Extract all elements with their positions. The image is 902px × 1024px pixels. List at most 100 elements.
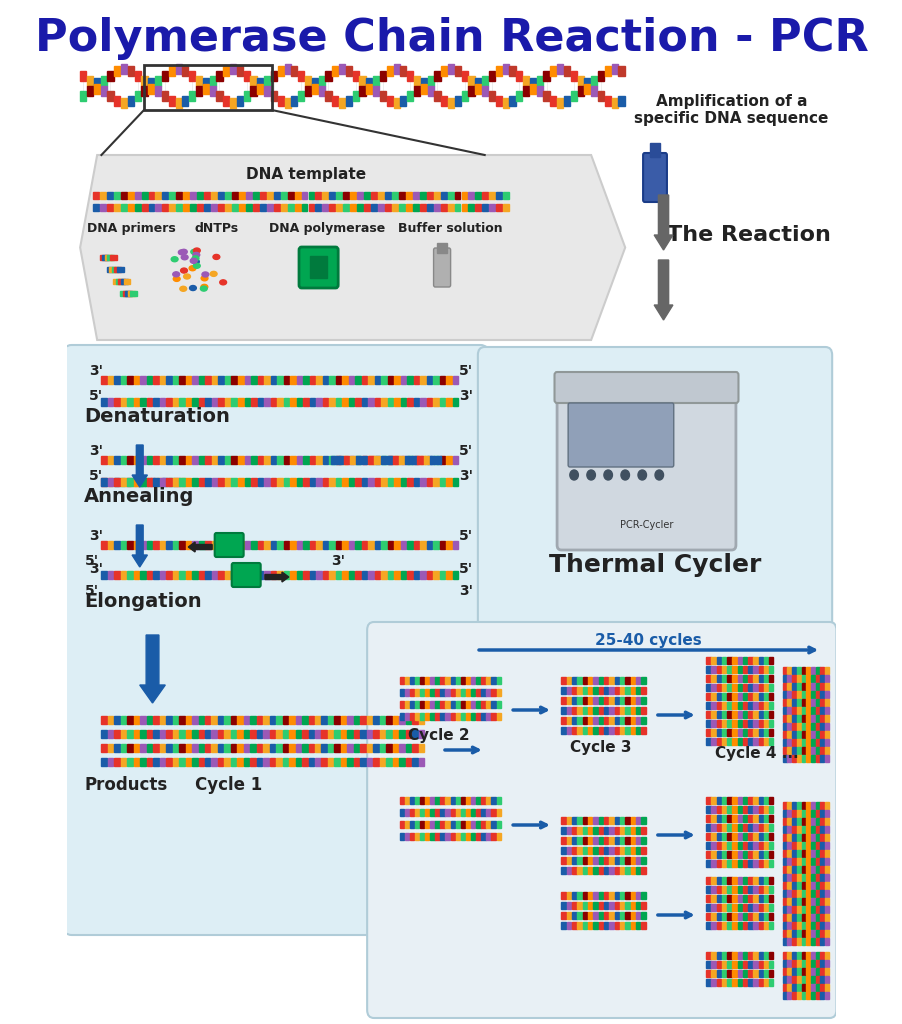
Bar: [824, 715, 828, 722]
Bar: [763, 859, 768, 866]
Bar: [635, 911, 640, 919]
Bar: [796, 890, 800, 896]
Bar: [94, 84, 100, 94]
Bar: [561, 677, 566, 683]
Bar: [566, 901, 571, 908]
FancyArrow shape: [264, 572, 289, 582]
Bar: [593, 816, 597, 823]
Bar: [110, 255, 116, 260]
Bar: [571, 677, 575, 683]
Bar: [114, 96, 120, 105]
Bar: [758, 711, 762, 718]
Bar: [815, 857, 819, 864]
Bar: [321, 758, 327, 766]
Bar: [810, 723, 814, 729]
Bar: [166, 716, 171, 724]
Bar: [142, 86, 147, 96]
Bar: [619, 856, 623, 863]
Bar: [587, 816, 592, 823]
Bar: [721, 814, 725, 821]
Bar: [763, 737, 768, 744]
Bar: [318, 86, 325, 96]
Bar: [635, 892, 640, 898]
Bar: [758, 675, 762, 682]
Bar: [244, 730, 249, 738]
Bar: [732, 711, 736, 718]
Bar: [805, 723, 809, 729]
Bar: [747, 877, 751, 884]
Bar: [391, 191, 398, 199]
Circle shape: [586, 470, 594, 480]
Bar: [763, 903, 768, 910]
Bar: [758, 895, 762, 901]
Bar: [263, 716, 269, 724]
Bar: [155, 76, 161, 86]
Bar: [454, 191, 460, 199]
Bar: [721, 833, 725, 840]
Bar: [192, 744, 198, 752]
Bar: [732, 823, 736, 830]
Bar: [752, 814, 757, 821]
Bar: [705, 683, 710, 690]
Bar: [185, 716, 191, 724]
Bar: [609, 866, 613, 873]
Bar: [716, 877, 721, 884]
Bar: [635, 856, 640, 863]
Bar: [796, 897, 800, 904]
Bar: [787, 707, 790, 714]
Bar: [591, 86, 596, 96]
Bar: [801, 698, 805, 706]
Bar: [763, 842, 768, 849]
Bar: [100, 86, 106, 96]
Bar: [305, 86, 311, 96]
Bar: [419, 478, 425, 486]
Bar: [169, 96, 175, 105]
Bar: [271, 376, 276, 384]
Bar: [410, 688, 414, 695]
Bar: [726, 692, 731, 699]
Bar: [721, 683, 725, 690]
Bar: [380, 716, 385, 724]
Bar: [411, 730, 417, 738]
Bar: [419, 541, 425, 549]
Bar: [614, 911, 619, 919]
Bar: [763, 895, 768, 901]
Bar: [419, 677, 424, 683]
Bar: [244, 758, 249, 766]
Bar: [371, 191, 377, 199]
Bar: [225, 376, 230, 384]
Bar: [824, 802, 828, 809]
Bar: [782, 817, 786, 824]
Bar: [392, 716, 398, 724]
Bar: [603, 726, 608, 733]
Bar: [742, 666, 747, 673]
Bar: [308, 758, 314, 766]
Bar: [711, 895, 715, 901]
Bar: [486, 833, 490, 840]
Bar: [810, 675, 814, 682]
Bar: [244, 71, 250, 81]
Bar: [742, 961, 747, 968]
Bar: [576, 866, 581, 873]
Bar: [593, 922, 597, 929]
Bar: [716, 656, 721, 664]
Bar: [284, 98, 290, 108]
Bar: [737, 711, 741, 718]
Bar: [782, 683, 786, 689]
Bar: [705, 895, 710, 901]
Bar: [414, 713, 419, 720]
Ellipse shape: [180, 249, 187, 254]
Bar: [475, 700, 480, 708]
Bar: [419, 688, 424, 695]
Bar: [791, 746, 796, 754]
Bar: [114, 67, 120, 76]
Bar: [380, 758, 385, 766]
Bar: [186, 478, 191, 486]
Bar: [805, 873, 809, 881]
Bar: [805, 850, 809, 856]
Bar: [496, 191, 502, 199]
Bar: [452, 456, 457, 464]
Bar: [737, 970, 741, 977]
Bar: [250, 730, 255, 738]
Text: Amplification of a
specific DNA sequence: Amplification of a specific DNA sequence: [634, 94, 828, 126]
